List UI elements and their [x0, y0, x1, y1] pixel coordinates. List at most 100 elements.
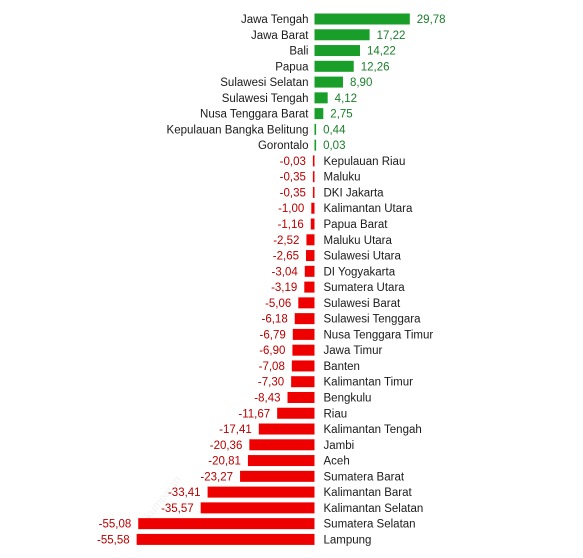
labels-group: Jawa Tengah 29,78 Jawa Barat 17,22 Bali 14,22…: [97, 14, 446, 546]
bar-jambi: [249, 439, 315, 451]
category-label: Kalimantan Utara: [324, 203, 413, 215]
bar-sulawesi-selatan: [314, 76, 343, 88]
category-label: Kepulauan Riau: [324, 156, 406, 168]
value-label: -6,79: [260, 329, 286, 341]
value-label: -1,16: [278, 219, 304, 231]
category-label: Sumatera Utara: [324, 282, 406, 294]
bar-papua: [314, 60, 354, 72]
bar-sulawesi-barat: [298, 297, 315, 309]
bar-riau: [277, 407, 315, 419]
category-label: Sulawesi Tenggara: [324, 314, 422, 326]
value-label: -11,67: [238, 408, 270, 420]
category-label: Bali: [289, 46, 308, 58]
bar-gorontalo: [314, 139, 317, 151]
bar-sumatera-barat: [240, 470, 315, 482]
category-label: Jambi: [324, 440, 355, 452]
value-label: 8,90: [350, 77, 372, 89]
bar-sumatera-selatan: [138, 518, 315, 530]
value-label: -2,65: [273, 251, 299, 263]
category-label: Kalimantan Selatan: [324, 503, 424, 515]
category-label: Lampung: [324, 534, 372, 546]
bar-di-yogyakarta: [304, 265, 315, 277]
category-label: Riau: [324, 408, 348, 420]
bar-jawa-timur: [292, 344, 315, 356]
category-label: Maluku: [324, 172, 361, 184]
value-label: 0,03: [323, 140, 345, 152]
category-label: Jawa Tengah: [241, 14, 309, 26]
category-label: Sumatera Selatan: [324, 519, 416, 531]
category-label: Sulawesi Selatan: [220, 77, 308, 89]
bar-sumatera-utara: [304, 281, 315, 293]
value-label: -23,27: [200, 471, 233, 483]
bar-nusa-tenggara-timur: [292, 328, 315, 340]
category-label: Kalimantan Timur: [324, 377, 414, 389]
value-label: -55,08: [99, 519, 132, 531]
value-label: -3,04: [272, 266, 299, 278]
bar-bengkulu: [287, 391, 315, 403]
value-label: 2,75: [330, 109, 352, 121]
value-label: 29,78: [417, 14, 446, 26]
bar-kepulauan-bangka-belitung: [314, 123, 317, 135]
value-label: -1,00: [278, 203, 304, 215]
category-label: Sumatera Barat: [324, 471, 405, 483]
value-label: 4,12: [335, 93, 357, 105]
value-label: -7,08: [259, 361, 285, 373]
bar-kalimantan-barat: [207, 486, 315, 498]
bar-maluku-utara: [306, 234, 315, 246]
value-label: -7,30: [258, 377, 284, 389]
category-label: Bengkulu: [324, 392, 372, 404]
category-label: Sulawesi Tengah: [222, 93, 309, 105]
bar-aceh: [247, 455, 315, 467]
category-label: Papua Barat: [324, 219, 389, 231]
bar-lampung: [136, 533, 315, 545]
value-label: -0,03: [280, 156, 306, 168]
category-label: Nusa Tenggara Barat: [200, 109, 309, 121]
bar-sulawesi-tengah: [314, 92, 328, 104]
category-label: Kalimantan Tengah: [324, 424, 422, 436]
bar-sulawesi-utara: [306, 250, 315, 262]
value-label: -35,57: [161, 503, 194, 515]
bar-bali: [314, 45, 360, 57]
value-label: 14,22: [367, 46, 396, 58]
bar-nusa-tenggara-barat: [314, 108, 324, 120]
value-label: -6,90: [259, 345, 285, 357]
bar-jawa-barat: [314, 29, 370, 41]
category-label: Kepulauan Bangka Belitung: [167, 124, 309, 136]
value-label: -55,58: [97, 534, 130, 546]
bar-kalimantan-utara: [311, 202, 315, 214]
category-label: Gorontalo: [258, 140, 309, 152]
bar-dki-jakarta: [312, 186, 315, 198]
bar-kalimantan-tengah: [258, 423, 315, 435]
bar-kalimantan-timur: [291, 376, 315, 388]
bar-sulawesi-tenggara: [294, 313, 315, 325]
bar-jawa-tengah: [314, 13, 410, 25]
category-label: Jawa Barat: [251, 30, 309, 42]
category-label: Banten: [324, 361, 360, 373]
category-label: Papua: [275, 61, 309, 73]
category-label: Sulawesi Utara: [324, 251, 402, 263]
bar-kalimantan-selatan: [200, 502, 315, 514]
bar-maluku: [312, 171, 315, 183]
category-label: Kalimantan Barat: [324, 487, 413, 499]
bar-banten: [291, 360, 315, 372]
category-label: DKI Jakarta: [324, 187, 385, 199]
category-label: Sulawesi Barat: [324, 298, 402, 310]
category-label: Jawa Timur: [324, 345, 383, 357]
category-label: DI Yogyakarta: [324, 266, 396, 278]
value-label: 12,26: [361, 61, 390, 73]
category-label: Aceh: [324, 456, 350, 468]
value-label: -2,52: [273, 235, 299, 247]
bar-papua-barat: [310, 218, 315, 230]
value-label: -20,36: [210, 440, 243, 452]
value-label: -20,81: [208, 456, 241, 468]
category-label: Maluku Utara: [324, 235, 393, 247]
value-label: 0,44: [323, 124, 346, 136]
value-label: -33,41: [168, 487, 201, 499]
value-label: -5,06: [265, 298, 291, 310]
value-label: -6,18: [262, 314, 288, 326]
value-label: -0,35: [280, 172, 306, 184]
value-label: 17,22: [377, 30, 406, 42]
bar-kepulauan-riau: [312, 155, 315, 167]
value-label: -8,43: [254, 392, 280, 404]
